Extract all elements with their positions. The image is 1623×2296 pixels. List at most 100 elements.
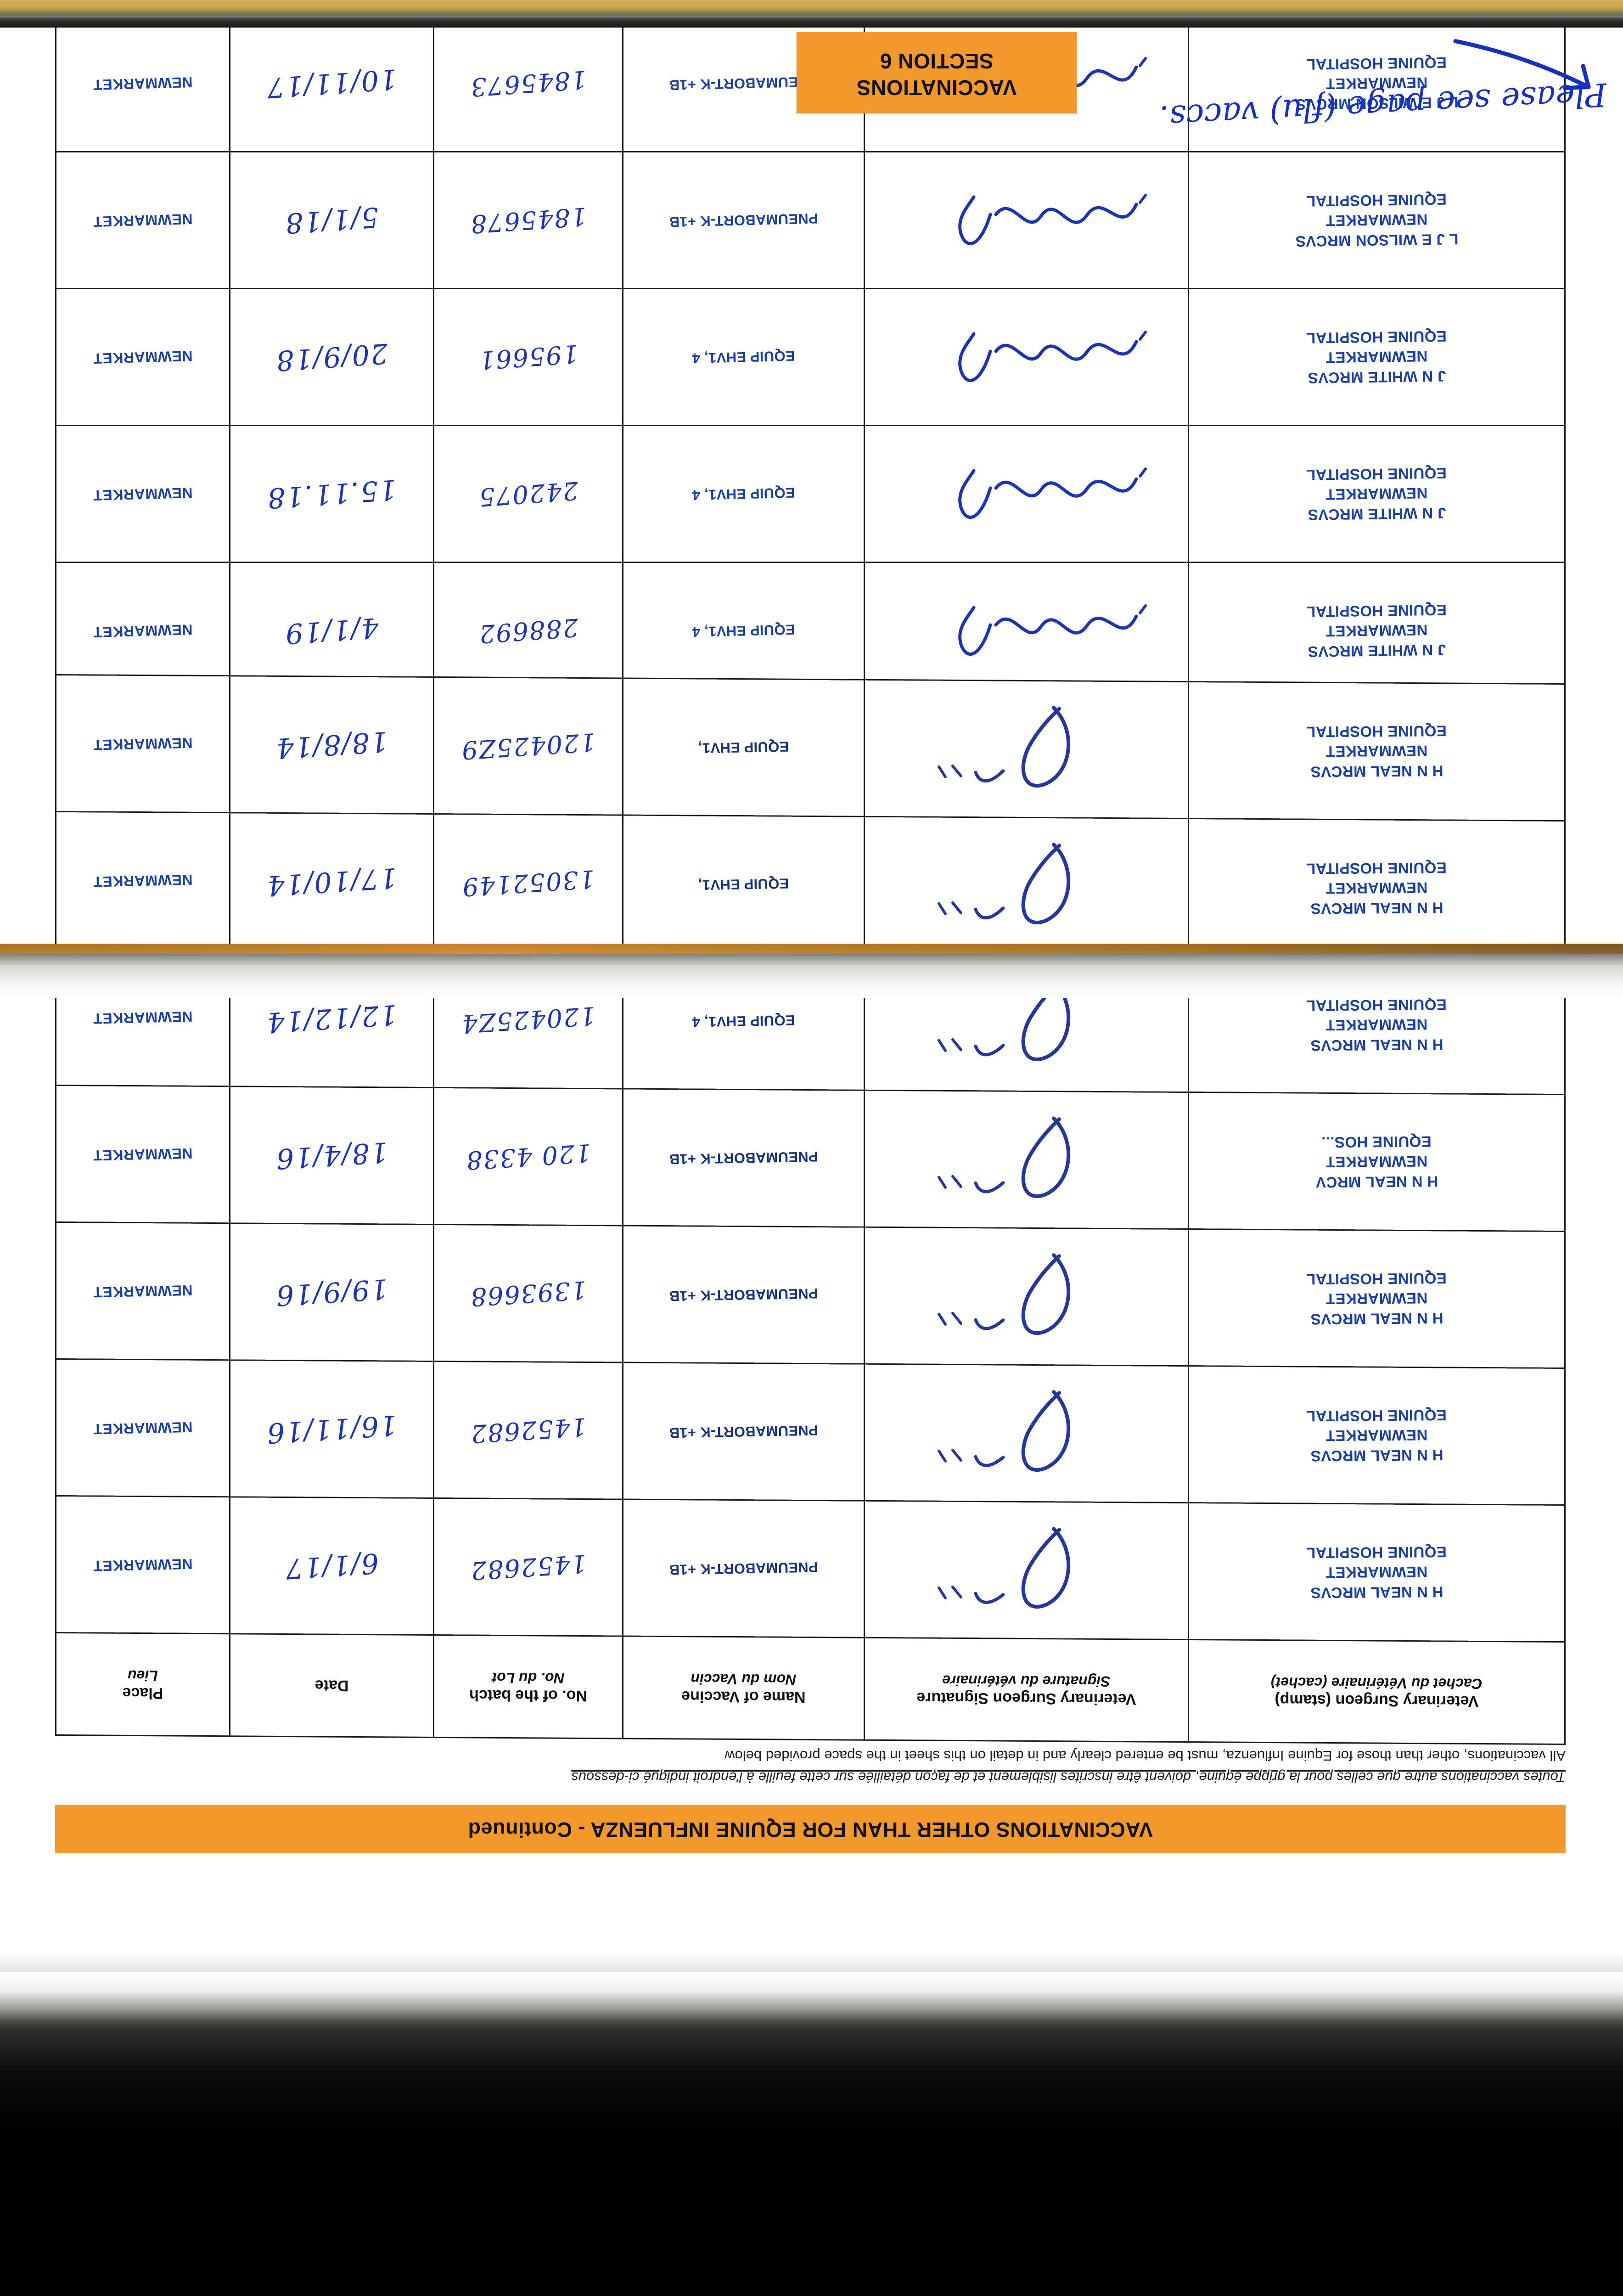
vet-stamp-line: EQUINE HOSPITAL — [1306, 1407, 1447, 1425]
vet-stamp: H N NEAL MRCVS NEWMARKET EQUINE HOSPITAL — [1189, 994, 1565, 1057]
cell-place: NEWMARKET — [56, 1085, 230, 1223]
signature-mark — [938, 1116, 1071, 1199]
vet-stamp: H N NEAL MRCVS NEWMARKET EQUINE HOSPITAL — [1189, 720, 1565, 783]
cell-batch-no: 13052149 — [433, 814, 623, 952]
vaccine-name-text: PNEUMABORT-K +1B — [668, 1422, 818, 1441]
cell-vet-signature — [864, 562, 1189, 699]
cell-batch-no: 1845673 — [433, 15, 623, 152]
date-handwriting: 17/10/14 — [265, 861, 399, 902]
date-handwriting: 18/4/16 — [274, 1136, 389, 1175]
vaccine-name-text: PNEUMABORT-K +1B — [668, 1559, 818, 1578]
margin-note-arrow-icon — [1453, 39, 1591, 90]
batch-no-handwriting: 1845678 — [469, 202, 588, 239]
col-header-vet-stamp-fr: Cachet du Vétérinaire (cachet) — [1271, 1674, 1483, 1692]
cell-vaccine-name: EQUIP EHV1, 4 — [623, 425, 865, 563]
vaccine-name-text: EQUIP EHV1, 4 — [692, 348, 795, 367]
table-row: H N NEAL MRCV NEWMARKET EQUINE HOS... PNEU… — [56, 1085, 1565, 1232]
table-row: J N WHITE MRCVS NEWMARKET EQUINE HOSPITAL … — [56, 562, 1565, 699]
cell-batch-no: 1452682 — [433, 1361, 623, 1500]
cell-date: 16/11/16 — [230, 1360, 434, 1498]
place-stamp-text: NEWMARKET — [93, 210, 193, 231]
vet-stamp: J N WHITE MRCVS NEWMARKET EQUINE HOSPITAL — [1189, 598, 1565, 663]
cell-vet-signature — [864, 288, 1189, 426]
table-header-row: Veterinary Surgeon (stamp) Cachet du Vét… — [56, 1632, 1565, 1745]
col-header-vet-signature: Veterinary Surgeon Signature Signature d… — [864, 1638, 1189, 1742]
cell-batch-no: 1845678 — [433, 152, 623, 289]
cell-vet-signature — [864, 152, 1189, 289]
cell-batch-no: 195661 — [433, 288, 623, 426]
scanner-top-edge-artifact — [0, 0, 1623, 28]
cell-vaccine-name: PNEUMABORT-K +1B — [623, 1226, 865, 1364]
date-handwriting: 6/1/17 — [283, 1547, 380, 1585]
batch-no-handwriting: 120425Z9 — [460, 727, 597, 765]
table-row: J N WHITE MRCVS NEWMARKET EQUINE HOSPITAL … — [56, 288, 1565, 426]
col-header-vet-signature-fr: Signature du vétérinaire — [942, 1672, 1111, 1690]
col-header-place-fr: Lieu — [128, 1667, 158, 1684]
place-stamp-text: NEWMARKET — [93, 73, 193, 94]
batch-no-handwriting: 13052149 — [461, 864, 596, 902]
batch-no-handwriting: 120 4338 — [464, 1138, 592, 1175]
signature-mark — [958, 194, 1147, 246]
col-header-vet-stamp-en: Veterinary Surgeon (stamp) — [1275, 1691, 1479, 1710]
batch-no-handwriting: 242075 — [477, 476, 579, 512]
cell-vet-signature — [864, 953, 1189, 1092]
date-handwriting: 16/11/16 — [265, 1409, 399, 1450]
col-header-date-en: Date — [314, 1677, 349, 1694]
cell-batch-no: 120 4338 — [433, 1087, 623, 1226]
handwritten-margin-note: Please see page (flu) vaccs. — [973, 28, 1607, 136]
place-stamp-text: NEWMARKET — [93, 1555, 193, 1575]
vaccine-name-text: EQUIP EHV1, 4 — [692, 484, 795, 504]
vet-stamp: H N NEAL MRCVS NEWMARKET EQUINE HOSPITAL — [1189, 1541, 1565, 1604]
vaccination-table-bottom-body: H N NEAL MRCVS NEWMARKET EQUINE HOSPITAL P… — [56, 675, 1565, 1642]
cell-vaccine-name: EQUIP EHV1, — [623, 815, 865, 954]
vaccination-table-bottom: Veterinary Surgeon (stamp) Cachet du Vét… — [55, 674, 1566, 1745]
section-banner-title: VACCINATIONS OTHER THAN FOR EQUINE INFLU… — [55, 1805, 1566, 1853]
instructions-bottom-en: All vaccinations, other than those for E… — [724, 1748, 1566, 1764]
vet-stamp: H N NEAL MRCVS NEWMARKET EQUINE HOSPITAL — [1189, 1404, 1565, 1467]
cell-vet-stamp: H N NEAL MRCVS NEWMARKET EQUINE HOSPITAL — [1188, 818, 1565, 958]
cell-date: 5/1/18 — [230, 152, 434, 289]
vet-stamp-line: H N NEAL MRCV — [1315, 1173, 1438, 1191]
batch-no-handwriting: 120425Z4 — [460, 1001, 597, 1039]
vet-stamp: J N WHITE MRCVS NEWMARKET EQUINE HOSPITAL — [1189, 461, 1565, 526]
cell-date: 20/9/18 — [230, 288, 434, 426]
date-handwriting: 18/8/14 — [274, 725, 389, 765]
signature-mark — [938, 979, 1071, 1062]
batch-no-handwriting: 1452682 — [469, 1412, 588, 1449]
vaccine-name-text: EQUIP EHV1, — [698, 875, 789, 894]
cell-vaccine-name: PNEUMABORT-K +1B — [623, 1499, 865, 1638]
col-header-batch-no-fr: No. du Lot — [492, 1669, 565, 1687]
cell-vaccine-name: EQUIP EHV1, — [623, 678, 865, 817]
cell-vet-stamp: H N NEAL MRCVS NEWMARKET EQUINE HOSPITAL — [1188, 1229, 1565, 1368]
page-fold-orange-edge — [0, 944, 1623, 954]
cell-place: NEWMARKET — [56, 15, 230, 152]
signature-mark — [938, 1390, 1071, 1472]
cell-date: 10/11/17 — [230, 15, 434, 152]
cell-batch-no: 1393668 — [433, 1224, 623, 1363]
cell-vet-stamp: J N WHITE MRCVS NEWMARKET EQUINE HOSPITAL — [1188, 562, 1565, 699]
cell-place: NEWMARKET — [56, 811, 230, 950]
place-stamp-text: NEWMARKET — [93, 484, 193, 504]
vet-stamp-line: EQUINE HOSPITAL — [1306, 722, 1447, 741]
table-row: H N NEAL MRCVS NEWMARKET EQUINE HOSPITAL E… — [56, 811, 1565, 958]
vaccine-name-text: EQUIP EHV1, — [698, 738, 789, 757]
vet-stamp-line: H N NEAL MRCVS — [1310, 1583, 1443, 1602]
cell-vet-signature — [864, 816, 1189, 956]
vet-stamp-line: EQUINE HOSPITAL — [1306, 1543, 1447, 1562]
vet-stamp-line: H N NEAL MRCVS — [1310, 1446, 1443, 1465]
cell-vet-signature — [864, 1364, 1189, 1503]
vet-stamp-line: EQUINE HOSPITAL — [1306, 859, 1447, 878]
table-row: H N NEAL MRCVS NEWMARKET EQUINE HOSPITAL P… — [56, 1496, 1565, 1642]
vet-stamp-line: NEWMARKET — [1325, 1016, 1428, 1034]
col-header-batch-no-en: No. of the batch — [469, 1686, 588, 1705]
cell-batch-no: 120425Z9 — [433, 677, 623, 816]
place-stamp-text: NEWMARKET — [93, 734, 193, 754]
vet-stamp-line: EQUINE HOSPITAL — [1306, 1270, 1447, 1288]
vet-stamp: H N NEAL MRCVS NEWMARKET EQUINE HOSPITAL — [1189, 1267, 1565, 1330]
cell-batch-no: 242075 — [433, 425, 623, 563]
col-header-vaccine-name: Name of Vaccine Nom du Vaccin — [623, 1636, 865, 1740]
cell-vet-stamp: J N WHITE MRCVS NEWMARKET EQUINE HOSPITAL — [1188, 288, 1565, 426]
date-handwriting: 5/1/18 — [283, 201, 380, 240]
